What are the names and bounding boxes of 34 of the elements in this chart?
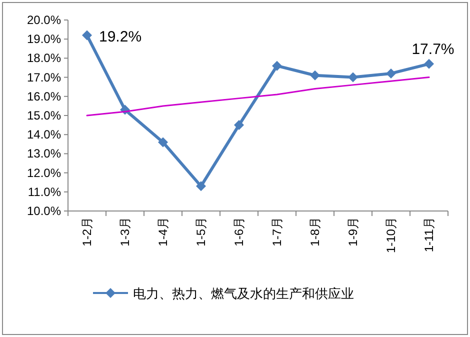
point [234,120,244,130]
y-tick-label: 11.0% [28,184,62,199]
x-tick-label: 1-7月 [270,217,284,246]
point [196,181,206,192]
x-tick-label: 1-2月 [80,217,94,246]
y-tick-label: 20.0% [26,13,62,27]
point [424,58,434,69]
y-tick-label: 14.0% [26,128,62,142]
point [272,60,282,71]
y-tick-label: 19.0% [26,32,62,46]
x-tick-label: 1-3月 [118,217,132,246]
y-tick-label: 18.0% [26,51,62,66]
x-tick-label: 1-4月 [156,217,170,246]
x-tick-label: 1-9月 [346,217,360,246]
x-tick-label: 1-8月 [308,217,322,246]
point [386,68,396,78]
point [82,30,92,40]
x-tick-label: 1-5月 [194,217,208,246]
y-tick-label: 13.0% [26,146,62,161]
y-tick-label: 16.0% [26,89,62,104]
legend-label: 电力、热力、燃气及水的生产和供应业 [133,286,354,301]
point [310,70,320,80]
x-tick-label: 1-10月 [384,217,398,254]
y-tick-label: 10.0% [26,204,62,218]
point [348,72,358,82]
data-label: 17.7% [412,40,454,58]
x-tick-label: 1-11月 [422,217,436,252]
y-tick-label: 15.0% [26,108,62,122]
x-tick-label: 1-6月 [232,217,246,246]
y-tick-label: 12.0% [26,166,62,180]
data-label: 19.2% [99,28,142,46]
point [158,137,168,148]
legend: 电力、热力、燃气及水的生产和供应业 [93,286,354,301]
y-tick-label: 17.0% [26,70,62,84]
